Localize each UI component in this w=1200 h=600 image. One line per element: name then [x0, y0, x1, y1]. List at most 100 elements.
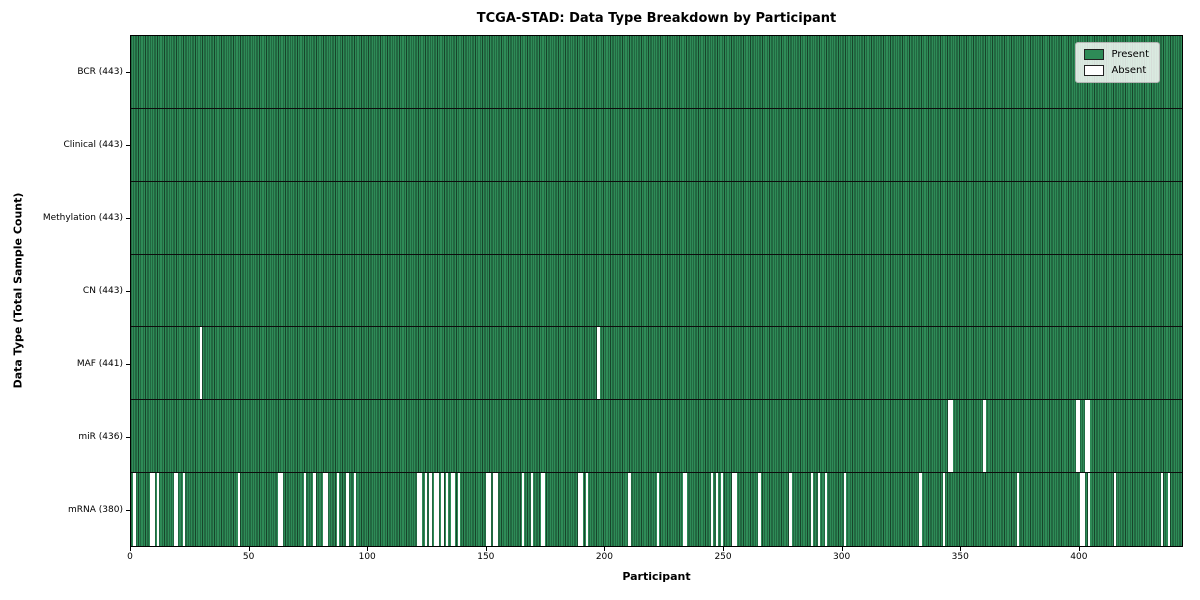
- absent-stripe: [457, 473, 461, 546]
- y-tick-label-methylation: Methylation (443): [42, 212, 123, 223]
- absent-stripe: [303, 473, 307, 546]
- absent-stripe: [685, 473, 688, 546]
- absent-stripe: [578, 473, 581, 546]
- absent-stripe: [585, 473, 588, 546]
- x-tick-label-300: 300: [833, 552, 851, 562]
- x-axis-label: Participant: [622, 570, 691, 583]
- absent-stripe: [157, 473, 160, 546]
- absent-stripe: [1085, 400, 1088, 473]
- absent-stripe: [789, 473, 792, 546]
- x-tick-label-50: 50: [242, 552, 255, 562]
- absent-stripe: [810, 473, 813, 546]
- absent-stripe: [441, 473, 444, 546]
- legend-entry-absent: Absent: [1084, 65, 1149, 76]
- y-tick-mark: [126, 437, 130, 439]
- x-tick-mark: [723, 547, 725, 551]
- absent-stripe: [521, 473, 525, 546]
- absent-stripe: [280, 473, 283, 546]
- absent-stripe: [322, 473, 326, 546]
- absent-stripe: [175, 473, 179, 546]
- legend-entry-present: Present: [1084, 49, 1149, 60]
- absent-stripe: [824, 473, 828, 546]
- x-tick-label-250: 250: [714, 552, 732, 562]
- absent-stripe: [419, 473, 423, 546]
- absent-stripe: [947, 400, 951, 473]
- absent-stripe: [429, 473, 432, 546]
- x-tick-label-0: 0: [127, 552, 133, 562]
- y-tick-label-clinical: Clinical (443): [63, 139, 123, 150]
- absent-stripe: [1160, 473, 1164, 546]
- absent-stripe: [183, 473, 186, 546]
- absent-stripe: [1016, 473, 1019, 546]
- absent-stripe: [424, 473, 427, 546]
- absent-stripe: [1168, 473, 1171, 546]
- heatmap-row-maf: [131, 327, 1182, 401]
- absent-stripe: [445, 473, 449, 546]
- heatmap-row-methylation: [131, 181, 1182, 255]
- y-tick-mark: [126, 71, 130, 73]
- absent-stripe: [173, 473, 176, 546]
- absent-stripe: [152, 473, 155, 546]
- chart-title: TCGA-STAD: Data Type Breakdown by Partic…: [476, 11, 837, 26]
- absent-stripe: [542, 473, 546, 546]
- absent-stripe: [199, 327, 203, 400]
- absent-stripe: [1087, 400, 1090, 473]
- x-tick-mark: [960, 547, 962, 551]
- x-tick-label-200: 200: [595, 552, 614, 562]
- heatmap-row-mir: [131, 400, 1182, 474]
- absent-stripe: [983, 400, 986, 473]
- heatmap-row-mrna: [131, 473, 1182, 546]
- y-tick-mark: [126, 217, 130, 219]
- plot-area: Present Absent: [130, 35, 1183, 547]
- absent-stripe: [133, 473, 136, 546]
- absent-stripe: [149, 473, 153, 546]
- absent-stripe: [720, 473, 723, 546]
- absent-stripe: [843, 473, 847, 546]
- legend: Present Absent: [1075, 42, 1160, 83]
- absent-stripe: [488, 473, 491, 546]
- absent-stripe: [531, 473, 534, 546]
- absent-stripe: [1113, 473, 1116, 546]
- y-tick-label-bcr: BCR (443): [77, 66, 123, 77]
- absent-stripe: [325, 473, 328, 546]
- x-tick-mark: [604, 547, 606, 551]
- y-tick-label-mir: miR (436): [78, 432, 123, 443]
- absent-stripe: [417, 473, 420, 546]
- y-tick-mark: [126, 510, 130, 512]
- absent-stripe: [486, 473, 489, 546]
- absent-stripe: [353, 473, 356, 546]
- absent-stripe: [495, 473, 498, 546]
- y-tick-label-mrna: mRNA (380): [68, 505, 123, 516]
- absent-stripe: [277, 473, 281, 546]
- absent-stripe: [436, 473, 439, 546]
- absent-stripe: [711, 473, 714, 546]
- absent-stripe: [656, 473, 659, 546]
- x-tick-mark: [130, 547, 131, 551]
- absent-stripe: [1075, 400, 1079, 473]
- y-tick-mark: [126, 291, 130, 292]
- absent-stripe: [732, 473, 735, 546]
- absent-stripe: [453, 473, 456, 546]
- legend-swatch-present: [1084, 49, 1105, 60]
- absent-stripe: [1082, 473, 1086, 546]
- absent-stripe: [758, 473, 761, 546]
- absent-stripe: [450, 473, 453, 546]
- x-tick-mark: [1078, 547, 1080, 551]
- absent-stripe: [1087, 473, 1090, 546]
- absent-stripe: [580, 473, 584, 546]
- absent-stripe: [734, 473, 738, 546]
- y-tick-mark: [126, 364, 130, 366]
- absent-stripe: [943, 473, 946, 546]
- x-tick-mark: [841, 547, 843, 551]
- x-tick-mark: [485, 547, 487, 551]
- absent-stripe: [540, 473, 543, 546]
- x-tick-label-350: 350: [951, 552, 969, 562]
- absent-stripe: [919, 473, 922, 546]
- absent-stripe: [597, 327, 600, 400]
- legend-label: Absent: [1111, 65, 1147, 76]
- legend-label: Present: [1111, 49, 1149, 60]
- absent-stripe: [682, 473, 686, 546]
- x-tick-label-100: 100: [358, 552, 376, 562]
- x-tick-label-150: 150: [477, 552, 495, 562]
